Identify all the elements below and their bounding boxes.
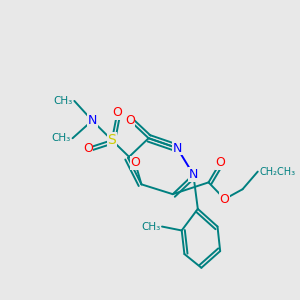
Text: CH₃: CH₃ xyxy=(52,133,71,143)
Text: N: N xyxy=(189,168,198,181)
Text: N: N xyxy=(88,114,97,127)
Text: O: O xyxy=(215,156,225,169)
Text: O: O xyxy=(83,142,93,154)
Text: O: O xyxy=(220,193,230,206)
Text: CH₃: CH₃ xyxy=(53,96,73,106)
Text: O: O xyxy=(130,156,140,169)
Text: S: S xyxy=(107,133,116,147)
Text: CH₃: CH₃ xyxy=(141,222,160,232)
Text: N: N xyxy=(172,142,182,154)
Text: O: O xyxy=(112,106,122,119)
Text: CH₂CH₃: CH₂CH₃ xyxy=(260,167,296,177)
Text: O: O xyxy=(125,114,135,127)
